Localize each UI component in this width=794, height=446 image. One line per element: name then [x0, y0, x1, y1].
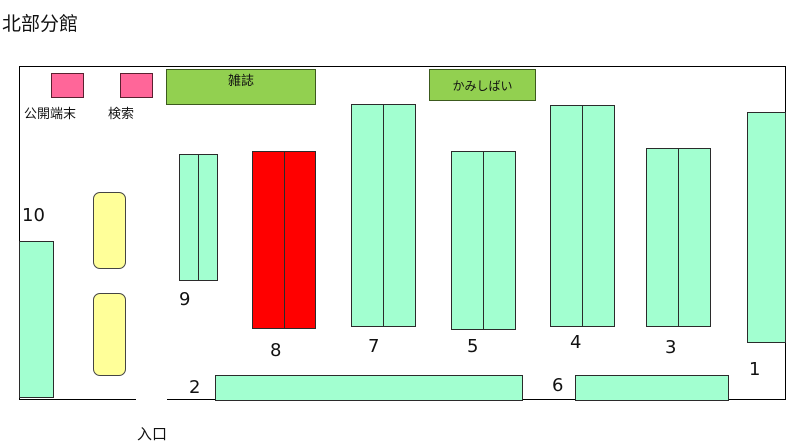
- shelf-9-side-b: [198, 155, 217, 280]
- shelf-4[interactable]: [550, 105, 615, 327]
- public-terminal-label: 公開端末: [24, 107, 77, 122]
- shelf-1-number: 1: [749, 359, 761, 380]
- shelf-10[interactable]: [19, 241, 54, 398]
- shelf-6-number: 6: [552, 375, 564, 396]
- magazine-rack[interactable]: 雑誌: [166, 69, 316, 105]
- shelf-8-side-a: [253, 152, 284, 328]
- shelf-4-side-b: [582, 106, 614, 326]
- public-terminal[interactable]: [51, 73, 84, 98]
- shelf-5-side-b: [483, 152, 515, 329]
- wall-bottom-left: [19, 399, 136, 400]
- shelf-3-side-a: [647, 149, 678, 326]
- search-terminal-label: 検索: [108, 107, 135, 122]
- shelf-9[interactable]: [179, 154, 218, 281]
- shelf-8-number: 8: [270, 340, 282, 361]
- shelf-4-side-a: [551, 106, 582, 326]
- shelf-3-number: 3: [665, 337, 677, 358]
- shelf-6[interactable]: [575, 375, 729, 401]
- paper-theater-rack-label: かみしばい: [452, 79, 513, 93]
- reading-table: [93, 293, 126, 376]
- shelf-5-number: 5: [467, 336, 479, 357]
- shelf-3-side-b: [678, 149, 710, 326]
- reading-table: [93, 192, 126, 269]
- shelf-9-number: 9: [179, 289, 191, 310]
- shelf-1[interactable]: [747, 112, 786, 343]
- shelf-10-number: 10: [22, 205, 45, 226]
- shelf-9-side-a: [180, 155, 198, 280]
- magazine-rack-label: 雑誌: [227, 74, 254, 89]
- shelf-5-side-a: [452, 152, 483, 329]
- shelf-2[interactable]: [215, 375, 523, 401]
- entrance-label: 入口: [137, 425, 168, 443]
- shelf-4-number: 4: [570, 332, 582, 353]
- paper-theater-rack[interactable]: かみしばい: [429, 69, 536, 101]
- shelf-7[interactable]: [351, 104, 416, 327]
- shelf-2-number: 2: [189, 377, 201, 398]
- shelf-7-side-a: [352, 105, 383, 326]
- shelf-7-side-b: [383, 105, 415, 326]
- shelf-5[interactable]: [451, 151, 516, 330]
- shelf-3[interactable]: [646, 148, 711, 327]
- shelf-8-side-b: [283, 152, 315, 328]
- shelf-7-number: 7: [368, 336, 380, 357]
- search-terminal[interactable]: [120, 73, 153, 98]
- map-title: 北部分館: [2, 13, 79, 35]
- shelf-8[interactable]: [252, 151, 316, 329]
